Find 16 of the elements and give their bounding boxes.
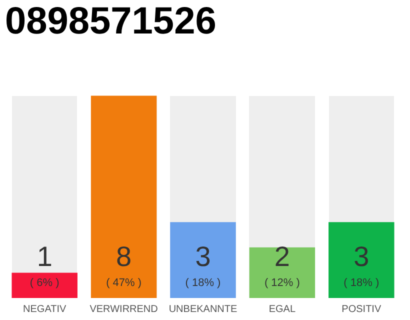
annotation: ( 47% ): [106, 277, 142, 289]
x-tick-label: POSITIV: [342, 304, 382, 315]
annotation: ( 12% ): [264, 277, 300, 289]
data-label: 1: [36, 241, 52, 272]
annotation: ( 6% ): [30, 277, 60, 289]
data-label: 8: [116, 241, 132, 272]
x-tick-label: UNBEKANNTE: [168, 304, 238, 315]
data-label: 3: [195, 241, 211, 272]
x-tick-label: NEGATIV: [23, 304, 67, 315]
annotation: ( 18% ): [344, 277, 380, 289]
x-tick-label: VERWIRREND: [90, 304, 158, 315]
chart-title: 0898571526: [5, 0, 216, 42]
data-label: 3: [354, 241, 370, 272]
x-tick-label: EGAL: [268, 304, 296, 315]
data-label: 2: [274, 241, 290, 272]
annotation: ( 18% ): [185, 277, 221, 289]
